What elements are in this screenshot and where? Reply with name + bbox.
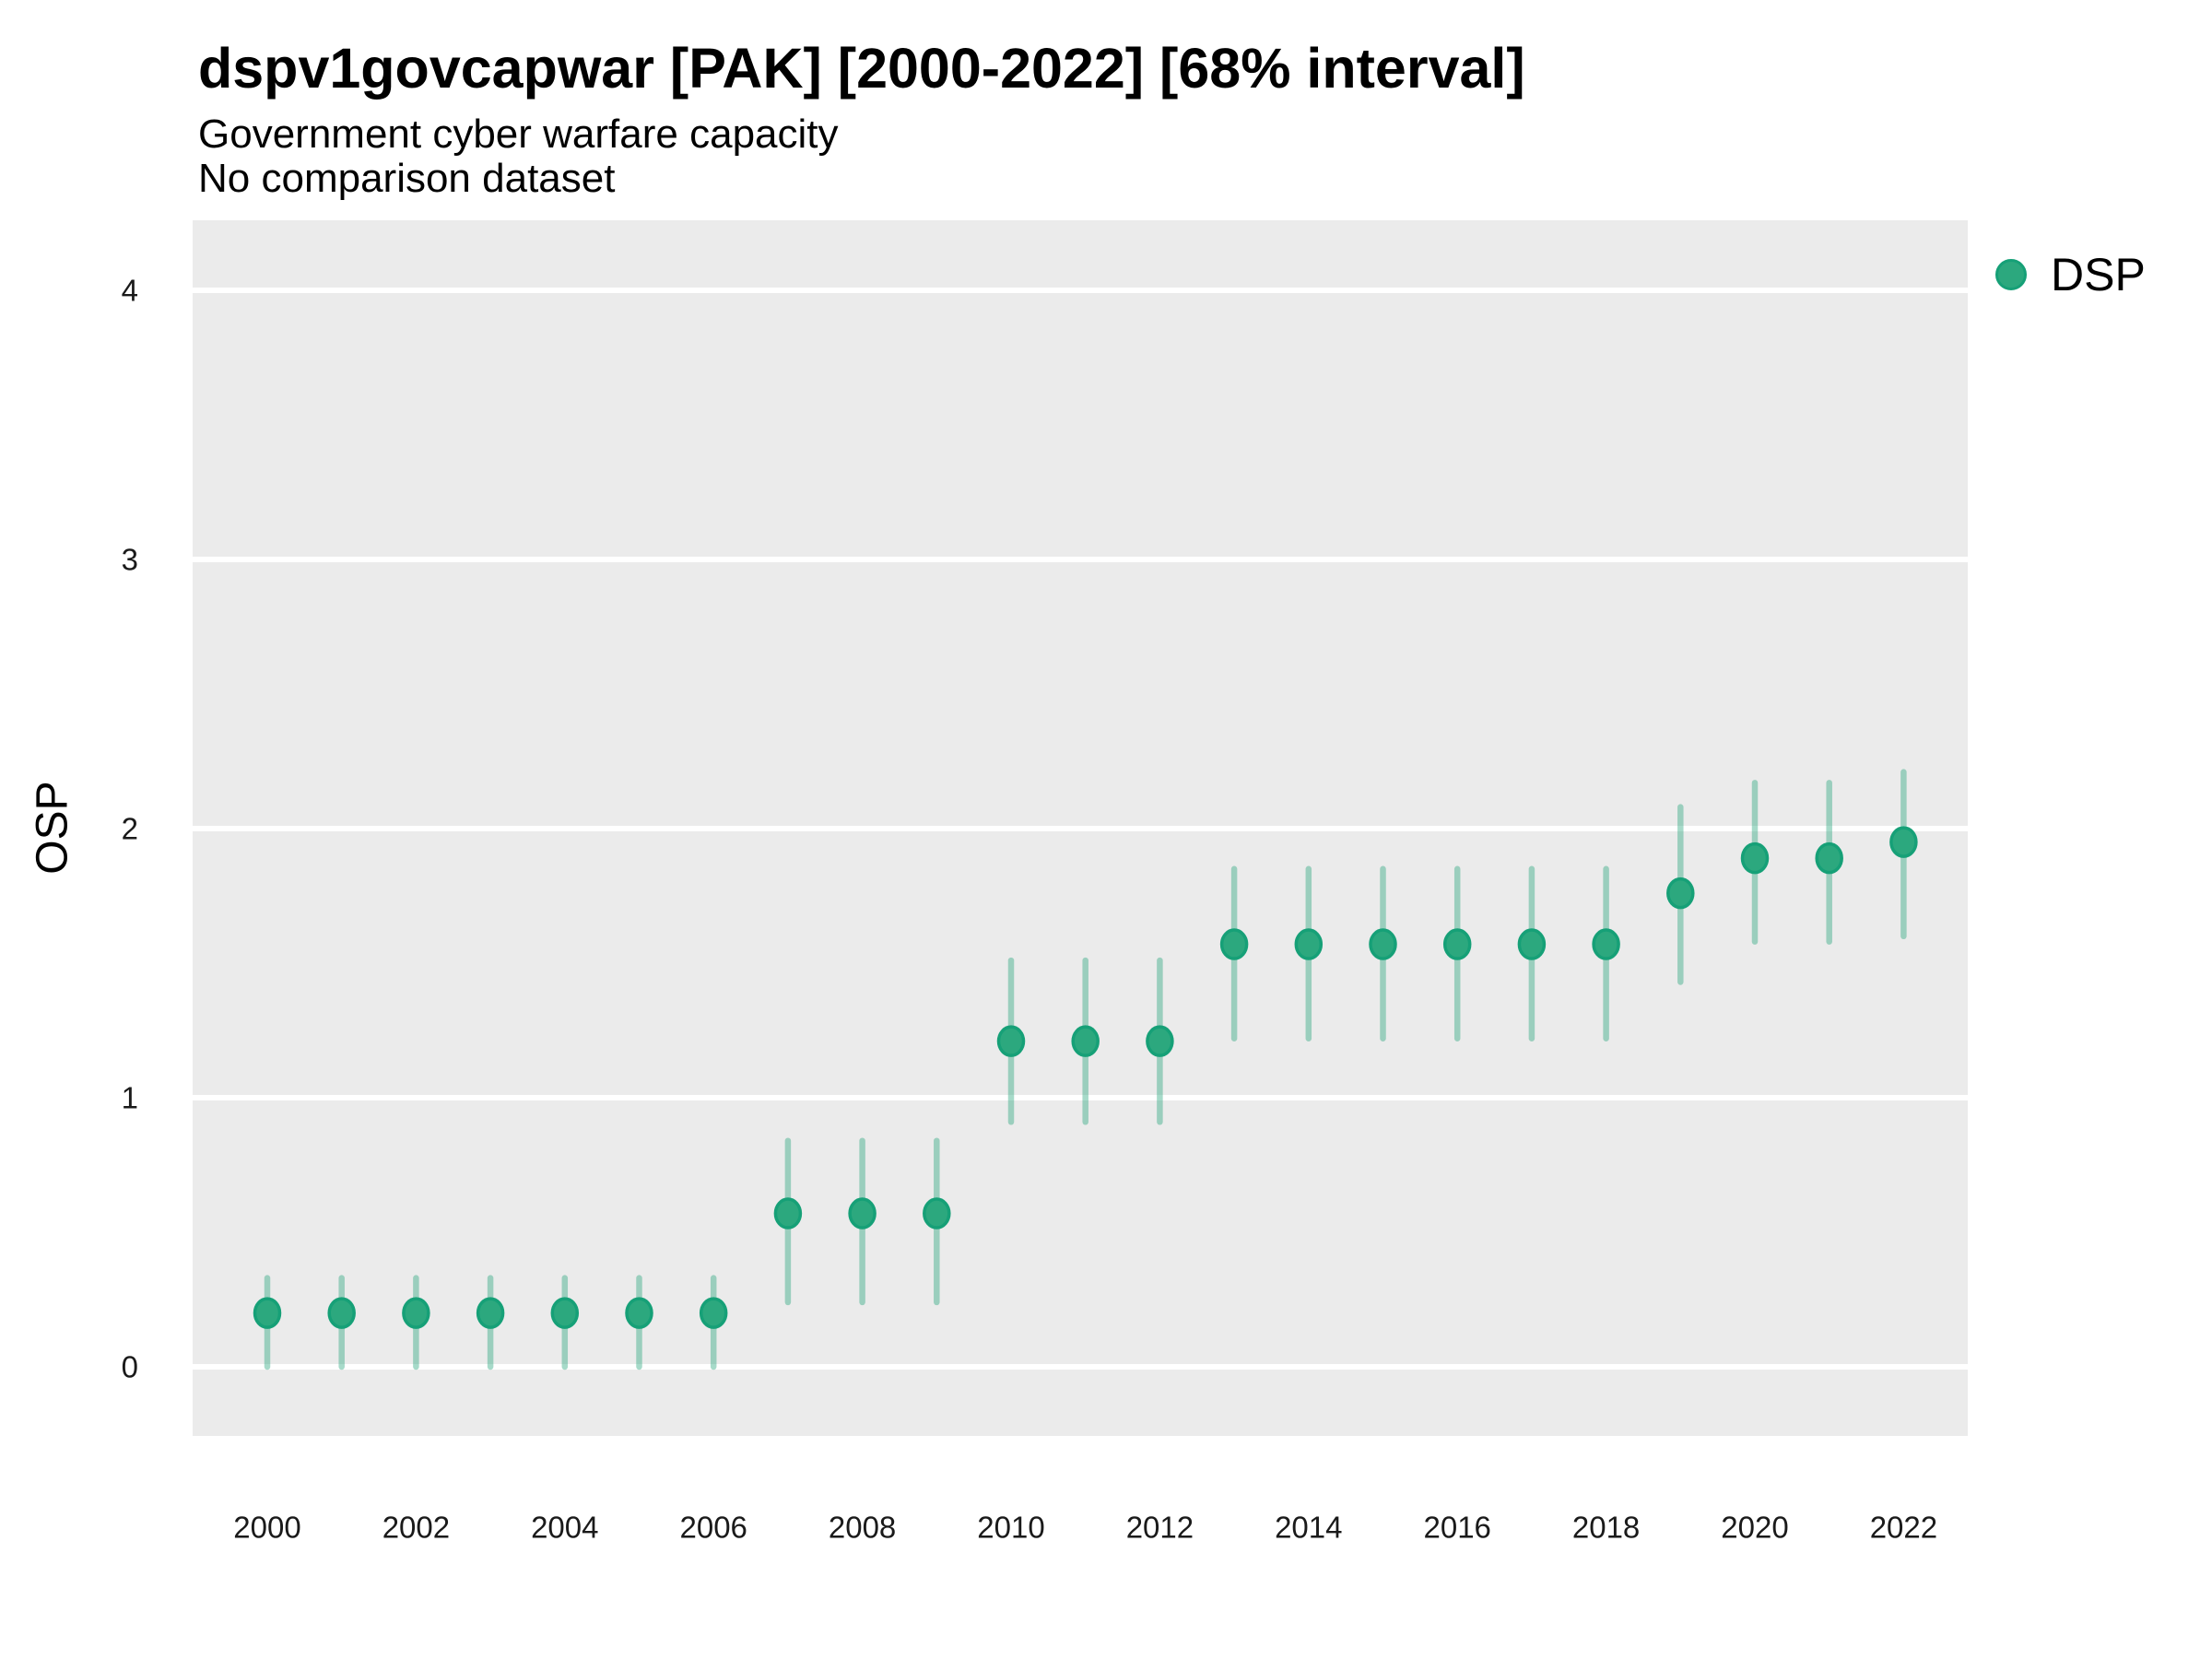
pointrange-2008 [848,1137,877,1306]
point-marker-2002 [402,1297,430,1329]
pointrange-marks [253,769,1918,1371]
pointrange-2021 [1815,780,1843,945]
pointrange-2014 [1294,865,1324,1042]
pointrange-2013 [1219,865,1249,1042]
point-marker-2016 [1442,928,1472,960]
y-tick-label-3: 3 [122,543,138,577]
x-tick-label-2004: 2004 [531,1511,598,1545]
pointrange-2012 [1146,957,1174,1125]
x-tick-label-2012: 2012 [1126,1511,1194,1545]
y-tick-label-4: 4 [122,274,138,308]
x-tick-label-2006: 2006 [679,1511,747,1545]
point-marker-2019 [1666,877,1695,910]
y-tick-label-0: 0 [122,1350,138,1384]
chart-subtitle: Government cyber warfare capacity [198,112,839,157]
legend-key-dot [1995,259,2027,290]
pointrange-2007 [773,1137,803,1306]
pointrange-2020 [1740,780,1770,945]
pointrange-2006 [699,1275,728,1371]
y-tick-label-1: 1 [122,1081,138,1115]
x-tick-label-2000: 2000 [233,1511,300,1545]
point-marker-2021 [1815,841,1843,875]
pointrange-2009 [923,1137,951,1306]
point-marker-2001 [327,1297,356,1329]
pointrange-2018 [1592,865,1620,1042]
point-marker-2015 [1369,928,1397,960]
point-marker-2020 [1740,841,1770,875]
pointrange-2001 [327,1275,356,1371]
pointrange-2022 [1889,769,1918,940]
point-marker-2012 [1146,1025,1174,1057]
pointrange-2004 [550,1275,580,1371]
y-tick-label-2: 2 [122,812,138,846]
point-marker-2006 [699,1297,728,1329]
point-marker-2005 [625,1297,653,1329]
pointrange-2003 [476,1275,505,1371]
y-tick-labels: 0 1 2 3 4 [122,274,138,1384]
pointrange-2000 [253,1275,282,1371]
point-marker-2018 [1592,928,1620,960]
x-tick-label-2008: 2008 [829,1511,896,1545]
pointrange-2011 [1071,957,1100,1125]
point-marker-2013 [1219,928,1249,960]
chart-subtitle-2: No comparison dataset [198,156,616,201]
point-marker-2004 [550,1297,580,1329]
point-marker-2003 [476,1297,505,1329]
pointrange-2016 [1442,865,1472,1042]
x-tick-label-2018: 2018 [1572,1511,1640,1545]
pointrange-2005 [625,1275,653,1371]
x-tick-labels: 2000 2002 2004 2006 2008 2010 2012 2014 2016 2018… [233,1511,1937,1545]
x-tick-label-2010: 2010 [977,1511,1044,1545]
point-marker-2010 [996,1025,1026,1057]
pointrange-2002 [402,1275,430,1371]
x-tick-label-2022: 2022 [1870,1511,1937,1545]
point-marker-2000 [253,1297,282,1329]
x-tick-label-2014: 2014 [1275,1511,1342,1545]
x-tick-label-2002: 2002 [382,1511,450,1545]
point-marker-2009 [923,1197,951,1230]
pointrange-2017 [1517,865,1547,1042]
point-marker-2008 [848,1197,877,1230]
point-marker-2022 [1889,826,1918,858]
point-marker-2014 [1294,928,1324,960]
chart-title: dspv1govcapwar [PAK] [2000-2022] [68% in… [198,37,1525,100]
legend-label: DSP [2051,249,2146,300]
point-marker-2011 [1071,1025,1100,1057]
pointrange-2015 [1369,865,1397,1042]
gridlines [193,288,1968,1370]
pointrange-2010 [996,957,1026,1125]
point-marker-2017 [1517,928,1547,960]
x-tick-label-2020: 2020 [1721,1511,1788,1545]
pointrange-2019 [1666,804,1695,985]
x-tick-label-2016: 2016 [1423,1511,1490,1545]
point-marker-2007 [773,1197,803,1230]
legend: DSP [1995,249,2146,300]
